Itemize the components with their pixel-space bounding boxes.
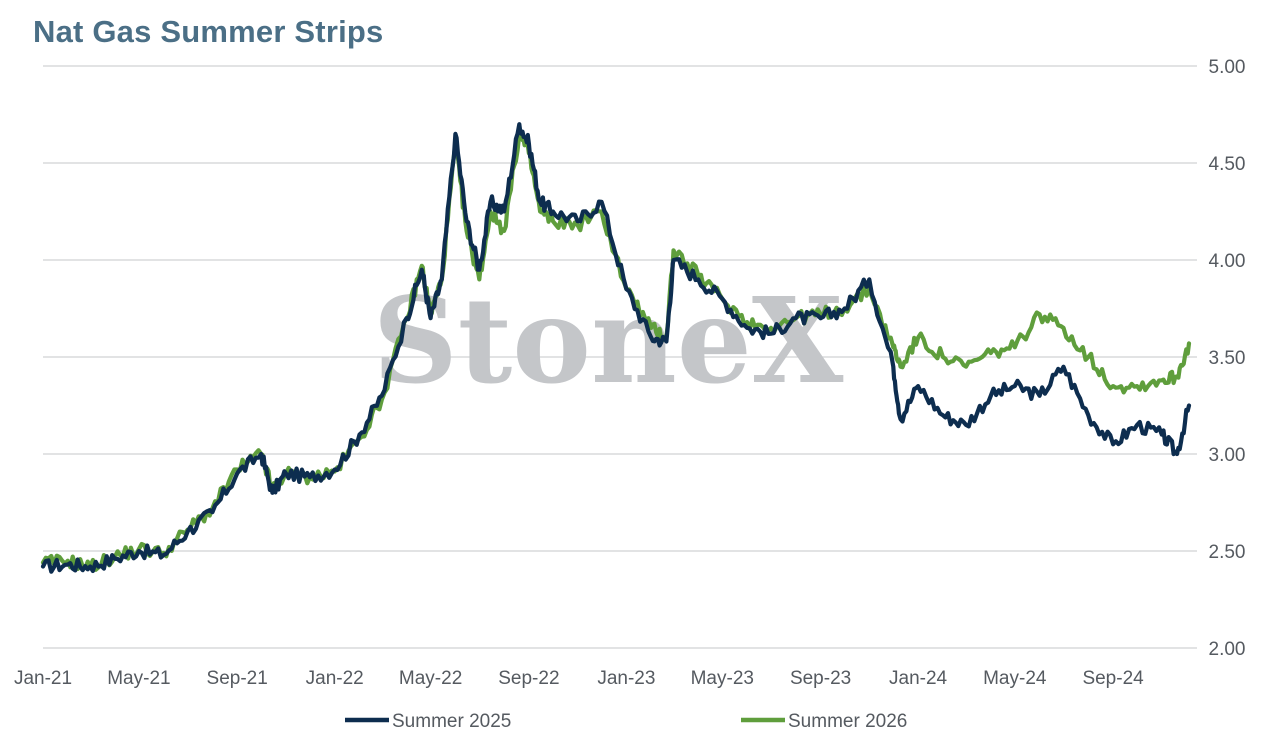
y-tick-label: 4.00	[1209, 251, 1246, 272]
x-tick-label: Jan-21	[14, 668, 72, 689]
x-axis: Jan-21 May-21 Sep-21 Jan-22 May-22 Sep-22 Jan-…	[14, 668, 1144, 689]
x-tick-label: Jan-23	[597, 668, 655, 689]
y-tick-label: 3.00	[1209, 445, 1246, 466]
series-lines	[40, 122, 1192, 574]
y-tick-label: 2.50	[1209, 542, 1246, 563]
x-tick-label: Sep-22	[498, 668, 559, 689]
x-tick-label: May-24	[983, 668, 1047, 689]
y-tick-label: 2.00	[1209, 639, 1246, 660]
legend: Summer 2025 Summer 2026	[345, 711, 907, 732]
x-tick-label: Jan-22	[306, 668, 364, 689]
x-tick-label: Jan-24	[889, 668, 948, 689]
x-tick-label: May-21	[107, 668, 170, 689]
stonex-watermark: StoneX	[373, 271, 844, 410]
series-line-summer-2025	[40, 122, 1192, 574]
y-axis: 5.00 4.50 4.00 3.50 3.00 2.50 2.00	[1209, 57, 1246, 660]
legend-label: Summer 2025	[392, 711, 511, 732]
x-tick-label: May-22	[399, 668, 462, 689]
x-tick-label: May-23	[691, 668, 754, 689]
y-tick-label: 4.50	[1209, 154, 1246, 175]
chart-title: Nat Gas Summer Strips	[33, 14, 384, 49]
x-tick-label: Sep-23	[790, 668, 851, 689]
y-tick-label: 3.50	[1209, 348, 1246, 369]
x-tick-label: Sep-21	[207, 668, 268, 689]
y-tick-label: 5.00	[1209, 57, 1246, 78]
x-tick-label: Sep-24	[1082, 668, 1144, 689]
legend-label: Summer 2026	[788, 711, 907, 732]
